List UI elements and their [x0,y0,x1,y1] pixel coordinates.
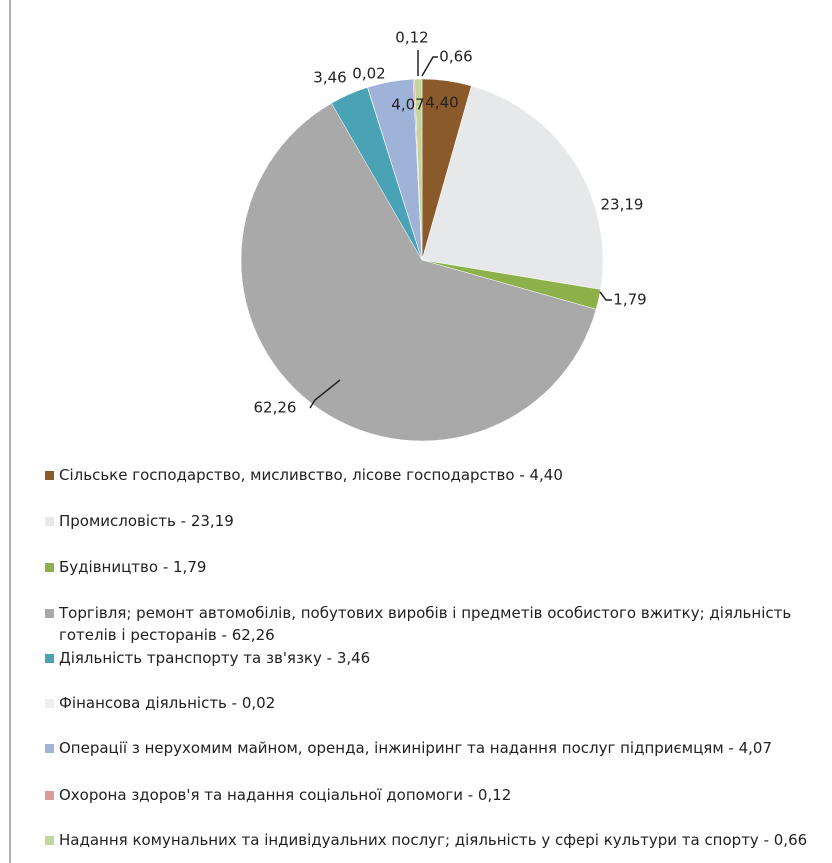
legend-item: Торгівля; ремонт автомобілів, побутових … [45,602,815,646]
pie-slice [414,78,423,261]
legend-swatch [45,836,54,845]
legend-item: Промисловість - 23,19 [45,510,815,532]
data-label: 62,26 [254,399,297,417]
legend-label: Діяльність транспорту та зв'язку - 3,46 [59,649,371,667]
legend-swatch [45,791,54,800]
data-label: 4,07 [391,96,424,114]
legend-swatch [45,699,54,708]
data-label: 23,19 [601,196,644,214]
legend-item: Фінансова діяльність - 0,02 [45,692,815,714]
legend-swatch [45,563,54,572]
legend-item: Будівництво - 1,79 [45,556,815,578]
legend-item: Сільське господарство, мисливство, лісов… [45,464,815,486]
legend-swatch [45,654,54,663]
data-label: 0,66 [439,48,472,66]
legend-label: Надання комунальних та індивідуальних по… [59,831,808,849]
legend-label: Торгівля; ремонт автомобілів, побутових … [59,604,792,644]
leader-line [421,56,438,77]
legend-label: Сільське господарство, мисливство, лісов… [59,466,563,484]
data-label: 3,46 [313,69,346,87]
pie-slice [240,102,597,442]
legend-item: Діяльність транспорту та зв'язку - 3,46 [45,647,815,669]
legend-swatch [45,517,54,526]
data-label: 0,12 [395,29,428,47]
legend-swatch [45,471,54,480]
legend-swatch [45,609,54,618]
data-label: 4,40 [425,94,458,112]
data-label: 0,02 [352,65,385,83]
legend-swatch [45,744,54,753]
pie-slice [421,85,604,290]
data-label: 1,79 [613,291,646,309]
leader-line [309,379,341,409]
legend-label: Охорона здоров'я та надання соціальної д… [59,786,512,804]
leader-line [599,291,612,301]
legend-label: Фінансова діяльність - 0,02 [59,694,276,712]
legend-label: Будівництво - 1,79 [59,558,207,576]
legend-label: Операції з нерухомим майном, оренда, інж… [59,739,772,757]
legend-item: Надання комунальних та індивідуальних по… [45,829,815,851]
legend-item: Операції з нерухомим майном, оренда, інж… [45,737,815,759]
legend-item: Охорона здоров'я та надання соціальної д… [45,784,815,806]
legend-label: Промисловість - 23,19 [59,512,234,530]
